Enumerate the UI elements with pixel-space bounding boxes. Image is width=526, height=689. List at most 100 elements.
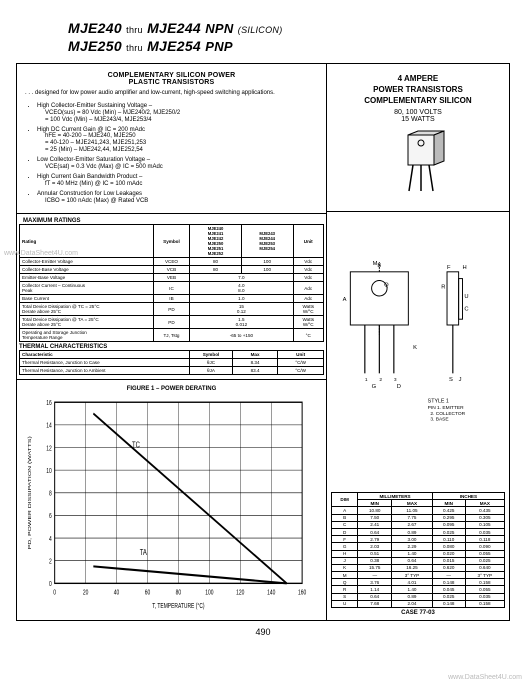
svg-text:T, TEMPERATURE (°C): T, TEMPERATURE (°C) bbox=[152, 604, 204, 611]
t-hdr-u: Unit bbox=[278, 351, 324, 359]
dim-hdr-in-max: MAX bbox=[465, 500, 504, 507]
svg-text:160: 160 bbox=[298, 590, 307, 597]
comp-silicon: COMPLEMENTARY SILICON bbox=[333, 96, 503, 105]
mje244: MJE244 bbox=[147, 20, 201, 36]
max-ratings-table: Rating Symbol MJE240 MJE241 MJE242 MJE25… bbox=[19, 224, 324, 342]
svg-text:PD, POWER DISSIPATION (WATTS): PD, POWER DISSIPATION (WATTS) bbox=[28, 437, 33, 550]
thru-1: thru bbox=[126, 25, 143, 35]
svg-text:14: 14 bbox=[46, 423, 52, 430]
bullet-2: High DC Current Gain @ IC = 200 mAdc hFE… bbox=[37, 127, 318, 155]
power-derating-chart: 0204060801001201401600246810121416TCTAT,… bbox=[23, 394, 320, 614]
t-hdr-m: Max bbox=[232, 351, 278, 359]
table-row: R1.141.400.0450.055 bbox=[331, 586, 504, 593]
svg-text:A: A bbox=[343, 297, 347, 303]
table-row: Operating and Storage Junction Temperatu… bbox=[20, 329, 324, 342]
svg-text:D: D bbox=[397, 384, 401, 390]
b3: Low Collector-Emitter Saturation Voltage… bbox=[37, 157, 150, 163]
svg-text:6: 6 bbox=[49, 514, 52, 521]
svg-text:140: 140 bbox=[267, 590, 276, 597]
svg-text:3: 3 bbox=[394, 377, 397, 383]
svg-text:Q: Q bbox=[384, 282, 389, 288]
watermark-left: www.DataSheet4U.com bbox=[4, 250, 78, 257]
b4a: fT = 40 MHz (Min) @ IC = 100 mAdc bbox=[37, 181, 318, 188]
dim-hdr-mm-min: MIN bbox=[358, 500, 392, 507]
t-hdr-c: Characteristic bbox=[20, 351, 190, 359]
svg-text:PIN 1. EMITTER 2. COLLECTOR: PIN 1. EMITTER 2. COLLECTOR 3. BASE bbox=[428, 405, 466, 423]
main-frame: COMPLEMENTARY SILICON POWER PLASTIC TRAN… bbox=[16, 63, 510, 621]
chart-caption: FIGURE 1 – POWER DERATING bbox=[23, 386, 320, 392]
table-row: Collector Current – Continuous PeakIC4.0… bbox=[20, 282, 324, 295]
table-row: Total Device Dissipation @ TA = 25°C Der… bbox=[20, 316, 324, 329]
package-outline-svg: B A Q 1 2 3 K G D M bbox=[331, 216, 505, 492]
svg-text:0: 0 bbox=[49, 582, 52, 589]
description-box: COMPLEMENTARY SILICON POWER PLASTIC TRAN… bbox=[17, 64, 326, 214]
header-line-1: MJE240 thru MJE244 NPN (SILICON) bbox=[68, 20, 510, 38]
svg-text:80: 80 bbox=[176, 590, 182, 597]
right-column: 4 AMPERE POWER TRANSISTORS COMPLEMENTARY… bbox=[327, 64, 509, 620]
bullet-1: High Collector-Emitter Sustaining Voltag… bbox=[37, 103, 318, 124]
b1a: VCEO(sus) = 80 Vdc (Min) – MJE240/2, MJE… bbox=[37, 110, 318, 117]
svg-text:16: 16 bbox=[46, 401, 52, 408]
package-outline-box: B A Q 1 2 3 K G D M bbox=[327, 212, 509, 620]
table-row: Q3.764.010.1480.158 bbox=[331, 579, 504, 586]
b1: High Collector-Emitter Sustaining Voltag… bbox=[37, 103, 152, 109]
thru-2: thru bbox=[126, 43, 143, 53]
table-row: Collector-Base VoltageVCB80100Vdc bbox=[20, 266, 324, 274]
svg-text:60: 60 bbox=[145, 590, 151, 597]
b4: High Current Gain Bandwidth Product – bbox=[37, 174, 142, 180]
bullet-4: High Current Gain Bandwidth Product – fT… bbox=[37, 174, 318, 188]
table-row: C2.412.670.0950.105 bbox=[331, 521, 504, 528]
svg-text:S: S bbox=[449, 377, 453, 383]
svg-text:12: 12 bbox=[46, 446, 52, 453]
header: MJE240 thru MJE244 NPN (SILICON) MJE250 … bbox=[68, 20, 510, 55]
desc-title-1: COMPLEMENTARY SILICON POWER bbox=[25, 72, 318, 79]
svg-text:TC: TC bbox=[132, 441, 140, 450]
page-number: 490 bbox=[16, 627, 510, 637]
b3a: VCE(sat) = 0.3 Vdc (Max) @ IC = 500 mAdc bbox=[37, 164, 318, 171]
table-row: M—3° TYP—3° TYP bbox=[331, 572, 504, 579]
table-row: J0.380.640.0150.025 bbox=[331, 557, 504, 564]
b2: High DC Current Gain @ IC = 200 mAdc bbox=[37, 127, 145, 133]
page: MJE240 thru MJE244 NPN (SILICON) MJE250 … bbox=[0, 0, 526, 689]
case-label: CASE 77-03 bbox=[331, 610, 505, 616]
hdr-g1: MJE240 MJE241 MJE242 MJE250 MJE251 MJE25… bbox=[190, 225, 242, 258]
table-row: F2.793.000.1100.118 bbox=[331, 536, 504, 543]
hdr-symbol: Symbol bbox=[153, 225, 189, 258]
svg-text:R: R bbox=[441, 284, 445, 290]
table-row: G2.032.290.0800.090 bbox=[331, 543, 504, 550]
package-3d-icon bbox=[373, 129, 463, 199]
watts: 15 WATTS bbox=[333, 116, 503, 123]
dim-hdr-in: INCHES bbox=[432, 493, 504, 500]
svg-text:G: G bbox=[372, 384, 377, 390]
hdr-g2: MJE243 MJE244 MJE253 MJE254 bbox=[241, 225, 293, 258]
bullet-3: Low Collector-Emitter Saturation Voltage… bbox=[37, 157, 318, 171]
dim-hdr-mm-max: MAX bbox=[392, 500, 433, 507]
mje254: MJE254 bbox=[147, 38, 201, 54]
svg-text:J: J bbox=[459, 377, 462, 383]
bullet-5: Annular Construction for Low Leakages IC… bbox=[37, 191, 318, 205]
svg-text:TA: TA bbox=[140, 549, 147, 558]
svg-text:120: 120 bbox=[236, 590, 245, 597]
max-ratings-title: MAXIMUM RATINGS bbox=[19, 216, 324, 224]
svg-text:40: 40 bbox=[114, 590, 120, 597]
dim-hdr-in-min: MIN bbox=[432, 500, 465, 507]
svg-text:0: 0 bbox=[53, 590, 56, 597]
svg-text:B: B bbox=[377, 263, 381, 269]
svg-text:100: 100 bbox=[205, 590, 214, 597]
dim-hdr-mm: MILLIMETERS bbox=[358, 493, 433, 500]
b5a: ICBO = 100 nAdc (Max) @ Rated VCB bbox=[37, 198, 318, 205]
table-row: S0.640.890.0250.035 bbox=[331, 593, 504, 600]
svg-text:K: K bbox=[413, 345, 417, 351]
volts: 80, 100 VOLTS bbox=[333, 109, 503, 116]
summary-box: 4 AMPERE POWER TRANSISTORS COMPLEMENTARY… bbox=[327, 64, 509, 212]
table-row: D0.640.890.0250.035 bbox=[331, 528, 504, 535]
table-row: Thermal Resistance, Junction to Ambientθ… bbox=[20, 367, 324, 375]
max-ratings-box: MAXIMUM RATINGS Rating Symbol MJE240 MJE… bbox=[17, 214, 326, 380]
ampere: 4 AMPERE bbox=[333, 74, 503, 83]
b5: Annular Construction for Low Leakages bbox=[37, 191, 142, 197]
svg-text:C: C bbox=[464, 306, 468, 312]
b2c: = 25 (Min) – MJE242,44, MJE252,54 bbox=[37, 147, 318, 154]
table-row: Emitter-Base VoltageVEB7.0Vdc bbox=[20, 274, 324, 282]
svg-text:8: 8 bbox=[49, 491, 52, 498]
svg-text:20: 20 bbox=[83, 590, 89, 597]
